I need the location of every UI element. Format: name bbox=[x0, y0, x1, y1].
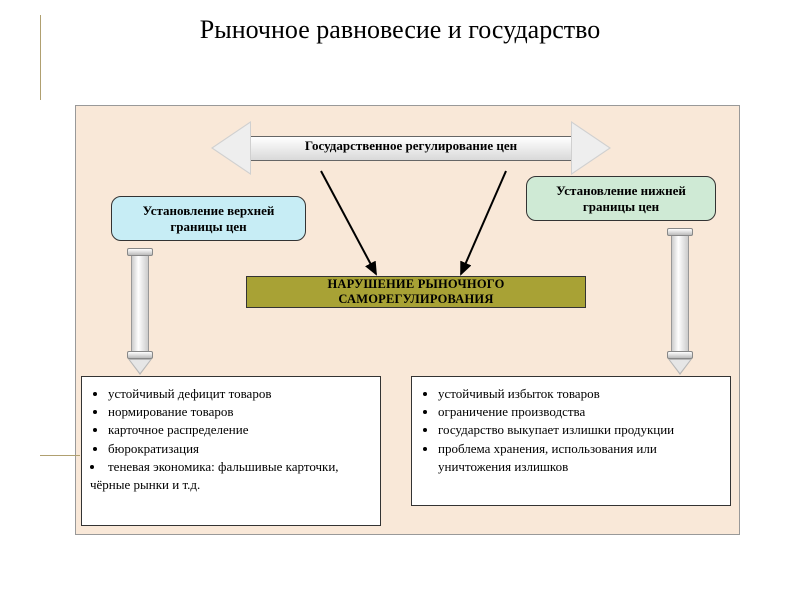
top-double-arrow: Государственное регулирование цен bbox=[211, 121, 611, 176]
list-item: устойчивый дефицит товаров bbox=[108, 385, 370, 403]
decorative-rule-horizontal bbox=[40, 455, 80, 456]
list-item: карточное распределение bbox=[108, 421, 370, 439]
top-arrow-label: Государственное регулирование цен bbox=[251, 138, 571, 154]
node-upper-left: Установление верхней границы цен bbox=[111, 196, 306, 241]
page-title: Рыночное равновесие и государство bbox=[40, 15, 760, 45]
column-tip-icon bbox=[128, 359, 152, 375]
list-item: ограничение производства bbox=[438, 403, 720, 421]
column-tip-icon bbox=[668, 359, 692, 375]
column-base-icon bbox=[127, 351, 153, 359]
list-item: бюрократизация bbox=[108, 440, 370, 458]
list-item: устойчивый избыток товаров bbox=[438, 385, 720, 403]
list-box-left: устойчивый дефицит товаров нормирование … bbox=[81, 376, 381, 526]
list-item: теневая экономика: фальшивые карточки, ч… bbox=[90, 458, 370, 494]
node-upper-left-label: Установление верхней границы цен bbox=[120, 203, 297, 234]
column-cap-icon bbox=[127, 248, 153, 256]
node-violation: НАРУШЕНИЕ РЫНОЧНОГО САМОРЕГУЛИРОВАНИЯ bbox=[246, 276, 586, 308]
list-box-right: устойчивый избыток товаров ограничение п… bbox=[411, 376, 731, 506]
column-connector-left bbox=[131, 248, 149, 375]
node-violation-label: НАРУШЕНИЕ РЫНОЧНОГО САМОРЕГУЛИРОВАНИЯ bbox=[255, 277, 577, 307]
list-item: государство выкупает излишки продукции bbox=[438, 421, 720, 439]
title-area: Рыночное равновесие и государство bbox=[40, 15, 760, 45]
column-connector-right bbox=[671, 228, 689, 375]
column-shaft bbox=[131, 256, 149, 351]
list-item: проблема хранения, использования или уни… bbox=[438, 440, 720, 476]
column-base-icon bbox=[667, 351, 693, 359]
arrow-head-right-icon bbox=[571, 121, 611, 175]
diagram-canvas: Государственное регулирование цен Устано… bbox=[75, 105, 740, 535]
node-upper-right: Установление нижней границы цен bbox=[526, 176, 716, 221]
column-cap-icon bbox=[667, 228, 693, 236]
node-upper-right-label: Установление нижней границы цен bbox=[535, 183, 707, 214]
arrow-head-left-icon bbox=[211, 121, 251, 175]
left-list: устойчивый дефицит товаров нормирование … bbox=[108, 385, 370, 494]
list-item: нормирование товаров bbox=[108, 403, 370, 421]
column-shaft bbox=[671, 236, 689, 351]
right-list: устойчивый избыток товаров ограничение п… bbox=[438, 385, 720, 476]
